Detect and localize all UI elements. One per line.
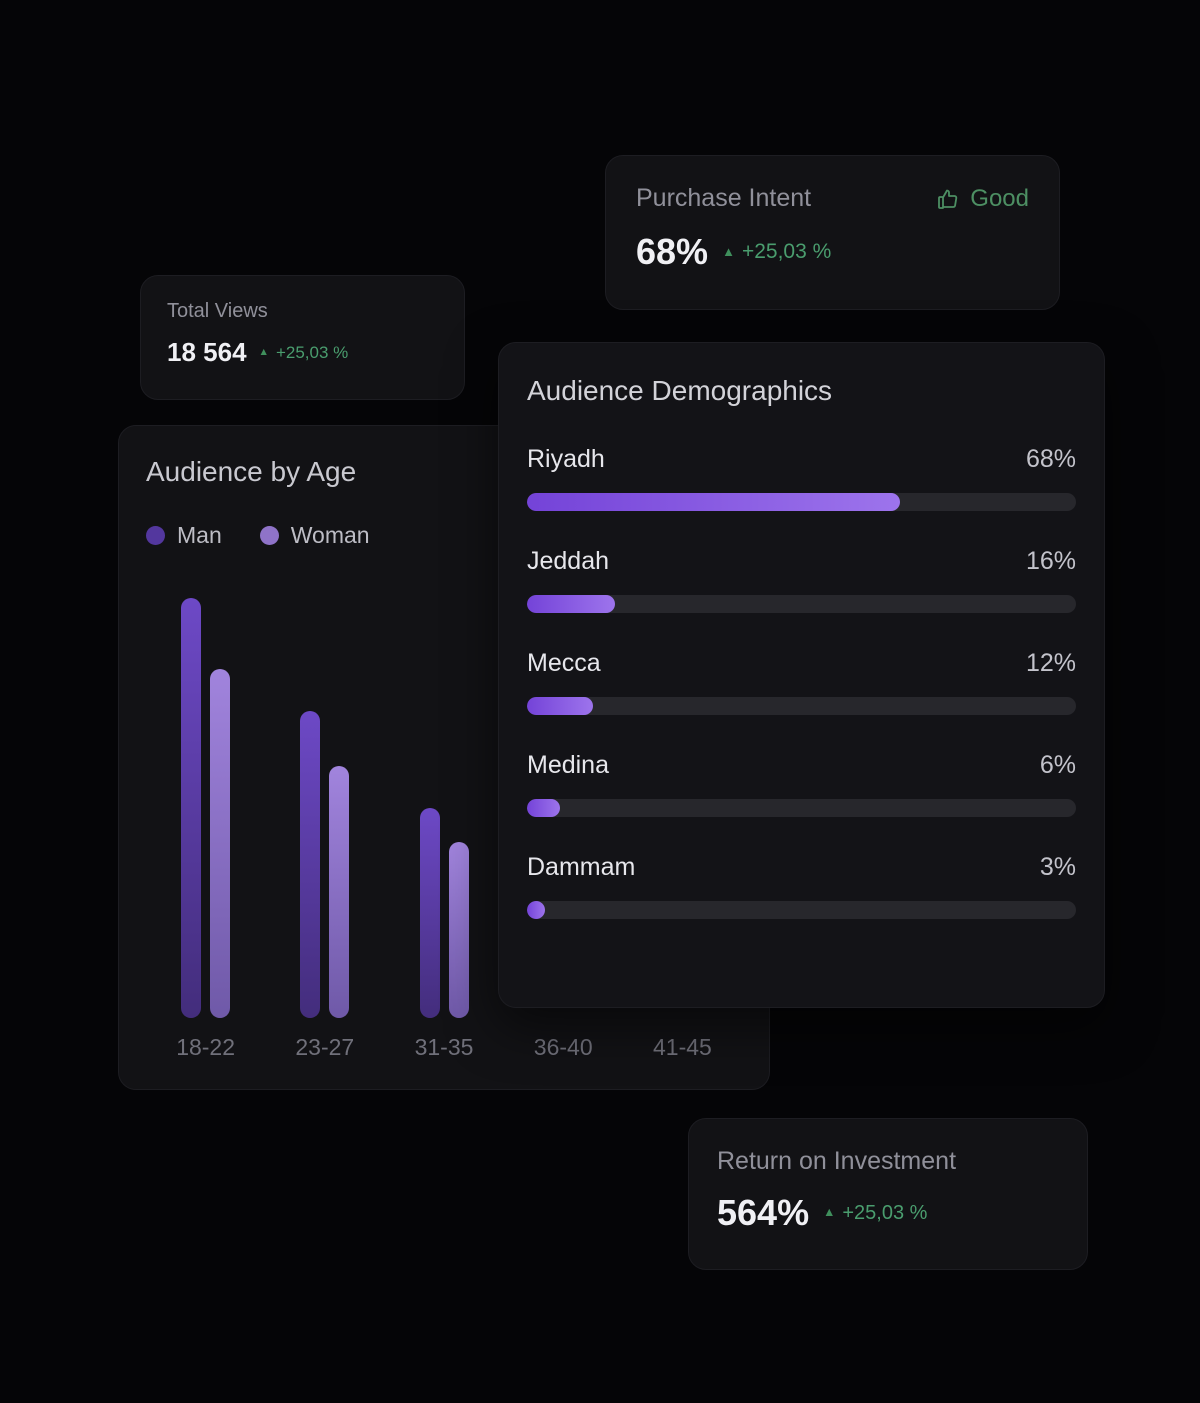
demographics-row: Mecca 12%: [527, 649, 1076, 715]
progress-fill: [527, 697, 593, 715]
age-bar-group: [384, 573, 503, 1018]
legend-item-woman: Woman: [259, 522, 370, 549]
total-views-title: Total Views: [167, 300, 268, 322]
bar-woman: [448, 841, 469, 1018]
age-axis-label: 23-27: [295, 1034, 355, 1060]
up-triangle-icon: ▲: [258, 345, 269, 358]
age-legend: Man Woman: [146, 522, 742, 549]
demographics-row: Dammam 3%: [527, 853, 1076, 919]
progress-fill: [527, 493, 901, 511]
progress-fill: [527, 901, 545, 919]
up-triangle-icon: ▲: [823, 1205, 836, 1219]
demographics-row: Medina 6%: [527, 751, 1076, 817]
age-axis-label: 18-22: [176, 1034, 236, 1060]
age-bar-group: [265, 573, 384, 1018]
demographics-rows: Riyadh 68% Jeddah 16% Mecca 12% Medina 6% Dammam…: [527, 445, 1076, 919]
demographics-row: Jeddah 16%: [527, 547, 1076, 613]
thumbs-up-icon: [936, 187, 960, 211]
age-axis-label: 36-40: [533, 1034, 593, 1060]
bar-man: [419, 808, 440, 1018]
purchase-intent-value: 68%: [636, 231, 709, 272]
demographics-row: Riyadh 68%: [527, 445, 1076, 511]
bar-woman: [329, 766, 350, 1018]
roi-delta: ▲ +25,03 %: [823, 1201, 928, 1224]
purchase-intent-title: Purchase Intent: [636, 184, 812, 212]
city-label: Medina: [527, 751, 609, 779]
city-percent-label: 6%: [1039, 751, 1076, 779]
progress-fill: [527, 595, 615, 613]
audience-demographics-card: Audience Demographics Riyadh 68% Jeddah 16%…: [498, 342, 1105, 1008]
man-dot-icon: [146, 526, 165, 545]
roi-title: Return on Investment: [717, 1147, 957, 1175]
city-percent-label: 12%: [1025, 649, 1076, 677]
age-axis-labels: 18-22 23-27 31-35 36-40 41-45: [146, 1034, 742, 1061]
city-label: Dammam: [527, 853, 636, 881]
purchase-intent-card: Purchase Intent Good 68% ▲ +25,03 %: [605, 155, 1060, 310]
total-views-value: 18 564: [167, 337, 247, 367]
progress-track: [527, 799, 1076, 817]
city-label: Riyadh: [527, 445, 605, 473]
purchase-intent-badge: Good: [936, 185, 1029, 213]
age-axis-label: 41-45: [653, 1034, 712, 1060]
progress-fill: [527, 799, 560, 817]
age-bar-groups: [146, 573, 742, 1018]
total-views-card: Total Views 18 564 ▲ +25,03 %: [140, 275, 465, 400]
roi-value: 564%: [717, 1192, 810, 1233]
woman-dot-icon: [259, 526, 279, 545]
age-bar-group: [146, 573, 265, 1018]
bar-woman: [210, 669, 231, 1018]
bar-man: [300, 711, 321, 1018]
progress-track: [527, 697, 1076, 715]
purchase-intent-delta: ▲ +25,03 %: [722, 240, 832, 263]
legend-item-man: Man: [146, 522, 222, 549]
city-label: Jeddah: [527, 547, 610, 575]
progress-track: [527, 901, 1076, 919]
city-label: Mecca: [527, 649, 601, 677]
audience-by-age-title: Audience by Age: [146, 456, 357, 487]
bar-man: [181, 598, 202, 1018]
age-axis-label: 31-35: [414, 1034, 474, 1060]
progress-track: [527, 595, 1076, 613]
total-views-delta: ▲ +25,03 %: [258, 342, 349, 362]
city-percent-label: 16%: [1025, 547, 1076, 575]
city-percent-label: 68%: [1025, 445, 1076, 473]
audience-demographics-title: Audience Demographics: [527, 375, 833, 406]
roi-card: Return on Investment 564% ▲ +25,03 %: [688, 1118, 1088, 1270]
city-percent-label: 3%: [1039, 853, 1076, 881]
progress-track: [527, 493, 1076, 511]
up-triangle-icon: ▲: [722, 243, 735, 259]
